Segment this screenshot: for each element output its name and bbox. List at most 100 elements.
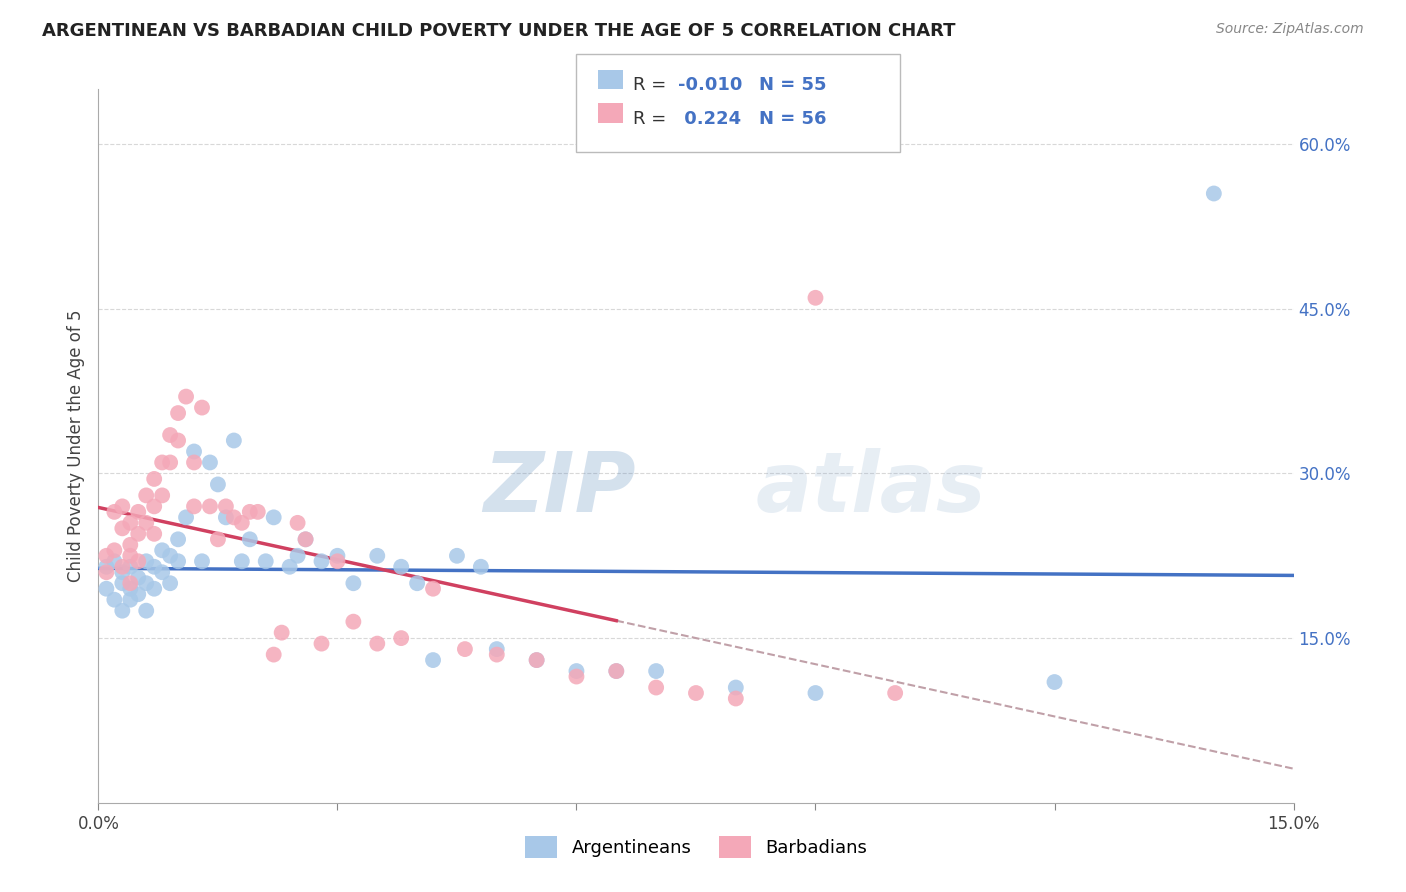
Point xyxy=(246,505,269,519)
Point xyxy=(135,554,157,568)
Point xyxy=(239,505,262,519)
Text: R =: R = xyxy=(633,110,672,128)
Point xyxy=(207,533,229,547)
Point xyxy=(485,648,508,662)
Point xyxy=(198,455,221,469)
Point xyxy=(150,488,173,502)
Point xyxy=(150,566,173,580)
Point xyxy=(103,505,125,519)
Point xyxy=(96,549,118,563)
Point xyxy=(605,664,627,678)
Point xyxy=(159,455,181,469)
Point xyxy=(120,538,142,552)
Point xyxy=(422,653,444,667)
Point xyxy=(685,686,707,700)
Text: N = 55: N = 55 xyxy=(759,76,827,94)
Point xyxy=(120,592,142,607)
Point xyxy=(311,637,333,651)
Point xyxy=(103,543,125,558)
Point xyxy=(215,500,238,514)
Point xyxy=(135,576,157,591)
Point xyxy=(111,559,134,574)
Point xyxy=(231,554,253,568)
Point xyxy=(120,549,142,563)
Point xyxy=(167,533,190,547)
Point xyxy=(724,691,747,706)
Point xyxy=(191,401,214,415)
Point xyxy=(120,576,142,591)
Y-axis label: Child Poverty Under the Age of 5: Child Poverty Under the Age of 5 xyxy=(66,310,84,582)
Point xyxy=(254,554,277,568)
Point xyxy=(198,500,221,514)
Point xyxy=(724,681,747,695)
Point xyxy=(342,615,364,629)
Point xyxy=(143,500,166,514)
Point xyxy=(103,554,125,568)
Point xyxy=(1043,675,1066,690)
Point xyxy=(526,653,548,667)
Point xyxy=(96,559,118,574)
Point xyxy=(239,533,262,547)
Point xyxy=(326,549,349,563)
Point xyxy=(96,566,118,580)
Point xyxy=(111,521,134,535)
Text: R =: R = xyxy=(633,76,672,94)
Text: N = 56: N = 56 xyxy=(759,110,827,128)
Point xyxy=(167,554,190,568)
Text: 0.224: 0.224 xyxy=(678,110,741,128)
Point xyxy=(263,510,285,524)
Point xyxy=(565,669,588,683)
Point xyxy=(446,549,468,563)
Point xyxy=(804,686,827,700)
Point xyxy=(127,587,149,601)
Point xyxy=(406,576,429,591)
Text: ARGENTINEAN VS BARBADIAN CHILD POVERTY UNDER THE AGE OF 5 CORRELATION CHART: ARGENTINEAN VS BARBADIAN CHILD POVERTY U… xyxy=(42,22,956,40)
Point xyxy=(311,554,333,568)
Point xyxy=(111,576,134,591)
Point xyxy=(326,554,349,568)
Point xyxy=(454,642,477,657)
Point xyxy=(174,510,197,524)
Point xyxy=(183,444,205,458)
Point xyxy=(294,533,316,547)
Point xyxy=(485,642,508,657)
Point xyxy=(143,582,166,596)
Point xyxy=(270,625,292,640)
Point xyxy=(103,592,125,607)
Point xyxy=(183,455,205,469)
Point xyxy=(884,686,907,700)
Point xyxy=(127,554,149,568)
Point xyxy=(287,549,309,563)
Point xyxy=(143,472,166,486)
Legend: Argentineans, Barbadians: Argentineans, Barbadians xyxy=(517,829,875,865)
Point xyxy=(127,505,149,519)
Point xyxy=(96,582,118,596)
Point xyxy=(526,653,548,667)
Point xyxy=(470,559,492,574)
Point xyxy=(605,664,627,678)
Point xyxy=(159,428,181,442)
Point xyxy=(143,559,166,574)
Point xyxy=(366,637,388,651)
Point xyxy=(167,406,190,420)
Point xyxy=(135,488,157,502)
Point xyxy=(167,434,190,448)
Point xyxy=(215,510,238,524)
Point xyxy=(207,477,229,491)
Point xyxy=(389,631,412,645)
Point xyxy=(159,549,181,563)
Text: ZIP: ZIP xyxy=(484,449,637,529)
Point xyxy=(127,571,149,585)
Point xyxy=(143,526,166,541)
Point xyxy=(222,510,245,524)
Point xyxy=(294,533,316,547)
Point xyxy=(278,559,301,574)
Point xyxy=(150,455,173,469)
Point xyxy=(127,526,149,541)
Point xyxy=(804,291,827,305)
Point xyxy=(120,582,142,596)
Text: -0.010: -0.010 xyxy=(678,76,742,94)
Point xyxy=(342,576,364,591)
Point xyxy=(183,500,205,514)
Point xyxy=(120,559,142,574)
